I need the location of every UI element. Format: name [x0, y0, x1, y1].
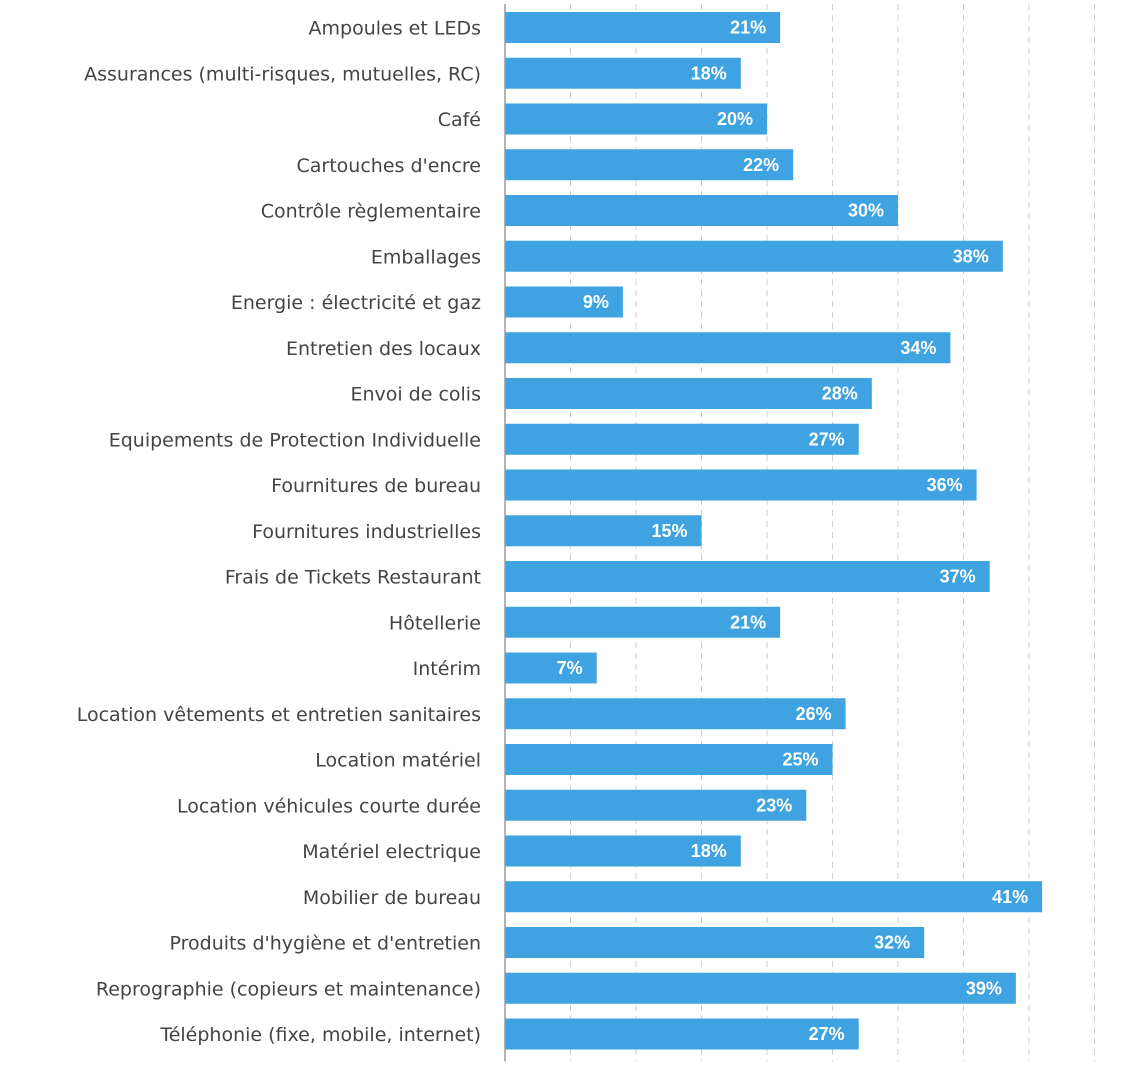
bar-value-label: 41% [992, 887, 1028, 907]
bar [505, 378, 872, 409]
category-label: Mobilier de bureau [303, 887, 481, 909]
bar-value-label: 26% [796, 704, 832, 724]
category-label: Fournitures de bureau [271, 475, 481, 497]
category-label: Hôtellerie [389, 612, 481, 634]
bar [505, 423, 859, 455]
bar [505, 744, 833, 775]
bar [505, 1018, 859, 1050]
category-label: Entretien des locaux [286, 338, 481, 360]
category-label: Frais de Tickets Restaurant [225, 567, 481, 589]
bar [505, 12, 781, 43]
category-labels: Ampoules et LEDs Assurances (multi-risque… [77, 18, 481, 1047]
category-label: Café [438, 109, 481, 131]
category-label: Reprographie (copieurs et maintenance) [96, 978, 481, 1000]
category-label: Contrôle règlementaire [261, 201, 481, 223]
bar-value-label: 27% [809, 429, 845, 449]
bar [505, 240, 1003, 272]
bar [505, 332, 951, 364]
category-label: Produits d'hygiène et d'entretien [170, 933, 481, 955]
bar-value-label: 28% [822, 384, 858, 404]
bar-value-label: 18% [691, 63, 727, 83]
bar-value-label: 32% [874, 933, 910, 953]
category-label: Emballages [371, 246, 481, 268]
bar [505, 927, 925, 958]
category-label: Intérim [413, 658, 481, 680]
bar [505, 561, 990, 592]
bar-value-label: 7% [557, 658, 583, 678]
bar-value-label: 39% [966, 978, 1002, 998]
bar-value-label: 20% [717, 109, 753, 129]
bar [505, 972, 1016, 1004]
bar [505, 103, 767, 135]
bar-value-label: 38% [953, 246, 989, 266]
bars: 21% 18% 20% 22% 30% 38% 9% 34% 28% 27% 36% 15% 37% 21… [505, 12, 1043, 1050]
category-label: Matériel electrique [302, 841, 481, 863]
bar [505, 789, 807, 821]
bar-value-label: 27% [809, 1024, 845, 1044]
bar [505, 652, 597, 684]
bar-value-label: 37% [940, 567, 976, 587]
bar [505, 881, 1043, 913]
category-label: Fournitures industrielles [252, 521, 481, 543]
bar [505, 149, 794, 181]
bar-value-label: 15% [651, 521, 687, 541]
bar-value-label: 21% [730, 18, 766, 38]
bar-value-label: 22% [743, 155, 779, 175]
bar-value-label: 34% [900, 338, 936, 358]
category-label: Location matériel [315, 750, 481, 772]
bar [505, 515, 702, 547]
category-label: Assurances (multi-risques, mutuelles, RC… [84, 63, 481, 85]
category-label: Location véhicules courte durée [177, 795, 481, 817]
category-label: Equipements de Protection Individuelle [109, 429, 481, 451]
bar-value-label: 9% [583, 292, 609, 312]
category-label: Energie : électricité et gaz [231, 292, 481, 314]
category-label: Envoi de colis [350, 384, 481, 406]
category-label: Location vêtements et entretien sanitair… [77, 704, 481, 726]
bar-value-label: 36% [927, 475, 963, 495]
category-label: Cartouches d'encre [297, 155, 482, 177]
bar [505, 286, 623, 318]
bar-value-label: 30% [848, 201, 884, 221]
bar [505, 469, 977, 501]
category-label: Téléphonie (fixe, mobile, internet) [159, 1024, 481, 1046]
bar [505, 606, 781, 638]
bar-value-label: 23% [756, 795, 792, 815]
bar [505, 835, 741, 867]
bar [505, 195, 898, 226]
bar [505, 57, 741, 89]
bar-value-label: 18% [691, 841, 727, 861]
bar [505, 698, 846, 730]
category-label: Ampoules et LEDs [309, 18, 481, 40]
bar-value-label: 21% [730, 612, 766, 632]
bar-value-label: 25% [782, 750, 818, 770]
